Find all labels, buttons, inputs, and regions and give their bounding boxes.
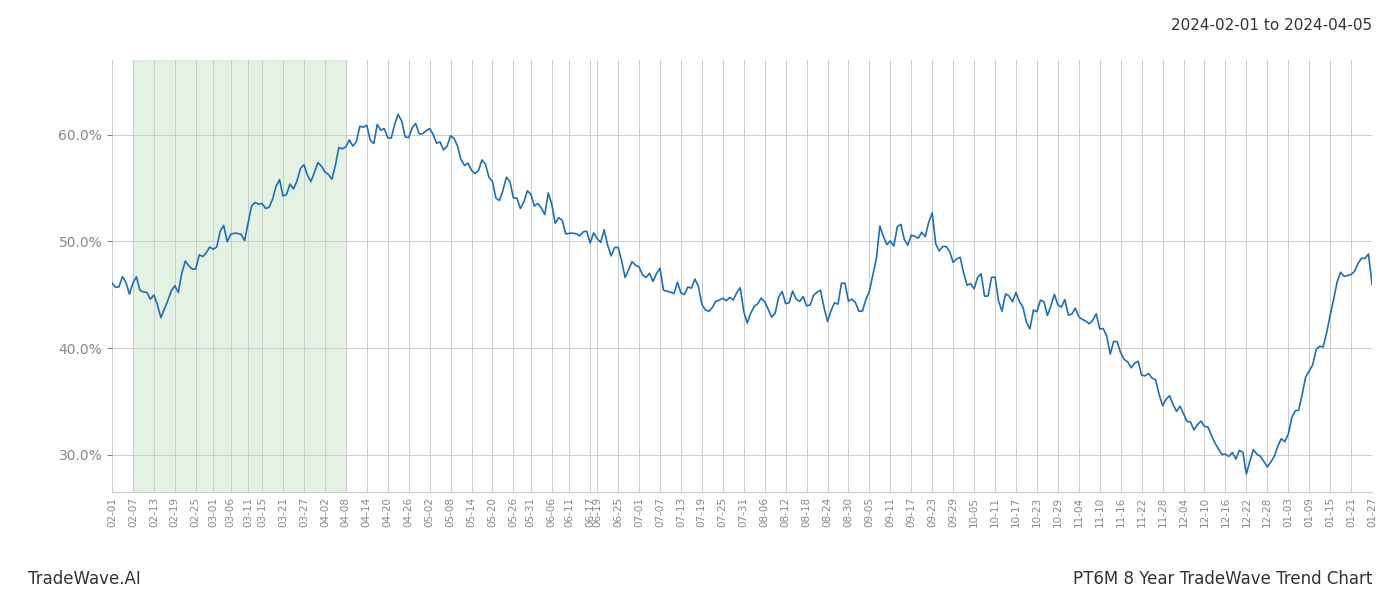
Text: TradeWave.AI: TradeWave.AI [28,570,141,588]
Text: PT6M 8 Year TradeWave Trend Chart: PT6M 8 Year TradeWave Trend Chart [1072,570,1372,588]
Text: 2024-02-01 to 2024-04-05: 2024-02-01 to 2024-04-05 [1170,18,1372,33]
Bar [133,60,346,492]
